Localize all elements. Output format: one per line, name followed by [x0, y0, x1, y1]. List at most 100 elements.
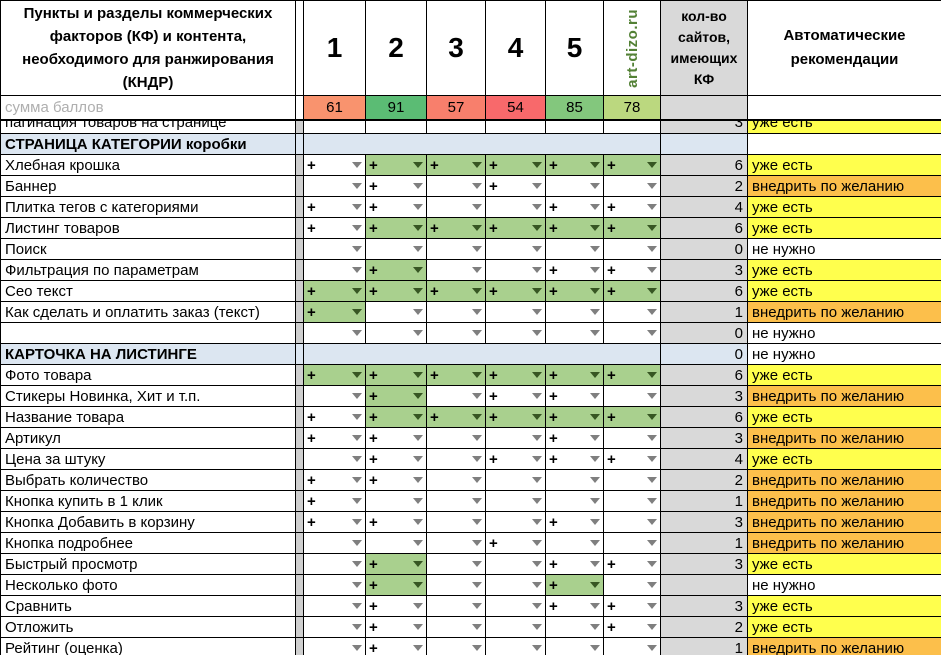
factor-cell[interactable]	[304, 638, 366, 655]
dropdown-arrow-icon[interactable]	[532, 624, 542, 630]
dropdown-arrow-icon[interactable]	[413, 456, 423, 462]
row-label[interactable]: Фото товара	[1, 365, 296, 385]
dropdown-arrow-icon[interactable]	[647, 561, 657, 567]
factor-cell[interactable]: +	[304, 302, 366, 322]
dropdown-arrow-icon[interactable]	[647, 435, 657, 441]
row-label[interactable]: Цена за штуку	[1, 449, 296, 469]
dropdown-arrow-icon[interactable]	[472, 624, 482, 630]
factor-cell[interactable]	[604, 302, 661, 322]
sum-score-cell[interactable]: 78	[604, 96, 661, 119]
row-label[interactable]: Артикул	[1, 428, 296, 448]
dropdown-arrow-icon[interactable]	[647, 267, 657, 273]
factor-cell[interactable]: +	[604, 155, 661, 175]
factor-cell[interactable]	[366, 323, 427, 343]
dropdown-arrow-icon[interactable]	[647, 162, 657, 168]
factor-cell[interactable]: +	[486, 176, 546, 196]
factor-cell[interactable]	[486, 197, 546, 217]
dropdown-arrow-icon[interactable]	[413, 540, 423, 546]
dropdown-arrow-icon[interactable]	[532, 561, 542, 567]
dropdown-arrow-icon[interactable]	[647, 603, 657, 609]
factor-cell[interactable]: +	[366, 155, 427, 175]
factor-cell[interactable]	[486, 470, 546, 490]
factor-cell[interactable]: +	[427, 218, 486, 238]
factor-cell[interactable]	[427, 533, 486, 553]
factor-cell[interactable]	[304, 176, 366, 196]
dropdown-arrow-icon[interactable]	[352, 624, 362, 630]
factor-cell[interactable]: +	[366, 449, 427, 469]
site-column-header-art-dizo[interactable]: art-dizo.ru	[604, 1, 661, 95]
factor-cell[interactable]: +	[486, 218, 546, 238]
dropdown-arrow-icon[interactable]	[352, 561, 362, 567]
dropdown-arrow-icon[interactable]	[352, 183, 362, 189]
factor-cell[interactable]	[546, 121, 604, 133]
dropdown-arrow-icon[interactable]	[352, 225, 362, 231]
factor-cell[interactable]: +	[366, 407, 427, 427]
dropdown-arrow-icon[interactable]	[413, 372, 423, 378]
dropdown-arrow-icon[interactable]	[352, 288, 362, 294]
factor-cell[interactable]: +	[304, 407, 366, 427]
dropdown-arrow-icon[interactable]	[472, 393, 482, 399]
row-label[interactable]: Название товара	[1, 407, 296, 427]
dropdown-arrow-icon[interactable]	[647, 540, 657, 546]
dropdown-arrow-icon[interactable]	[532, 582, 542, 588]
dropdown-arrow-icon[interactable]	[647, 393, 657, 399]
factor-cell[interactable]	[304, 533, 366, 553]
section-label[interactable]: СТРАНИЦА КАТЕГОРИИ коробки	[1, 134, 296, 154]
factor-cell[interactable]	[486, 596, 546, 616]
factor-cell[interactable]: +	[546, 365, 604, 385]
factor-cell[interactable]: +	[304, 365, 366, 385]
dropdown-arrow-icon[interactable]	[647, 330, 657, 336]
dropdown-arrow-icon[interactable]	[532, 309, 542, 315]
factor-cell[interactable]: +	[304, 512, 366, 532]
factor-cell[interactable]	[546, 491, 604, 511]
dropdown-arrow-icon[interactable]	[413, 183, 423, 189]
dropdown-arrow-icon[interactable]	[532, 204, 542, 210]
factor-cell[interactable]: +	[427, 155, 486, 175]
factor-cell[interactable]	[427, 260, 486, 280]
factor-cell[interactable]	[604, 239, 661, 259]
dropdown-arrow-icon[interactable]	[352, 330, 362, 336]
factor-cell[interactable]	[604, 533, 661, 553]
dropdown-arrow-icon[interactable]	[352, 519, 362, 525]
sum-score-cell[interactable]: 85	[546, 96, 604, 119]
factor-cell[interactable]	[366, 239, 427, 259]
dropdown-arrow-icon[interactable]	[532, 414, 542, 420]
sum-score-cell[interactable]: 91	[366, 96, 427, 119]
factor-cell[interactable]: +	[366, 512, 427, 532]
dropdown-arrow-icon[interactable]	[413, 288, 423, 294]
dropdown-arrow-icon[interactable]	[352, 456, 362, 462]
factor-cell[interactable]	[546, 323, 604, 343]
dropdown-arrow-icon[interactable]	[590, 645, 600, 651]
dropdown-arrow-icon[interactable]	[472, 435, 482, 441]
factor-cell[interactable]: +	[304, 218, 366, 238]
dropdown-arrow-icon[interactable]	[352, 435, 362, 441]
dropdown-arrow-icon[interactable]	[472, 540, 482, 546]
dropdown-arrow-icon[interactable]	[472, 582, 482, 588]
factor-cell[interactable]: +	[546, 596, 604, 616]
dropdown-arrow-icon[interactable]	[590, 309, 600, 315]
dropdown-arrow-icon[interactable]	[590, 561, 600, 567]
row-label[interactable]: Листинг товаров	[1, 218, 296, 238]
factor-cell[interactable]: +	[604, 197, 661, 217]
factor-cell[interactable]	[546, 302, 604, 322]
site-column-header-3[interactable]: 3	[427, 1, 486, 95]
factor-cell[interactable]	[546, 470, 604, 490]
factor-cell[interactable]: +	[304, 197, 366, 217]
factor-cell[interactable]: +	[366, 575, 427, 595]
row-label[interactable]: Выбрать количество	[1, 470, 296, 490]
dropdown-arrow-icon[interactable]	[532, 603, 542, 609]
dropdown-arrow-icon[interactable]	[413, 624, 423, 630]
dropdown-arrow-icon[interactable]	[352, 645, 362, 651]
row-label[interactable]: Как сделать и оплатить заказ (текст)	[1, 302, 296, 322]
factor-cell[interactable]	[427, 386, 486, 406]
dropdown-arrow-icon[interactable]	[590, 498, 600, 504]
dropdown-arrow-icon[interactable]	[413, 246, 423, 252]
factor-cell[interactable]	[427, 239, 486, 259]
factor-cell[interactable]: +	[366, 596, 427, 616]
factor-cell[interactable]	[604, 428, 661, 448]
dropdown-arrow-icon[interactable]	[590, 372, 600, 378]
factor-cell[interactable]: +	[427, 281, 486, 301]
factor-cell[interactable]: +	[366, 638, 427, 655]
factor-cell[interactable]: +	[366, 386, 427, 406]
dropdown-arrow-icon[interactable]	[647, 372, 657, 378]
